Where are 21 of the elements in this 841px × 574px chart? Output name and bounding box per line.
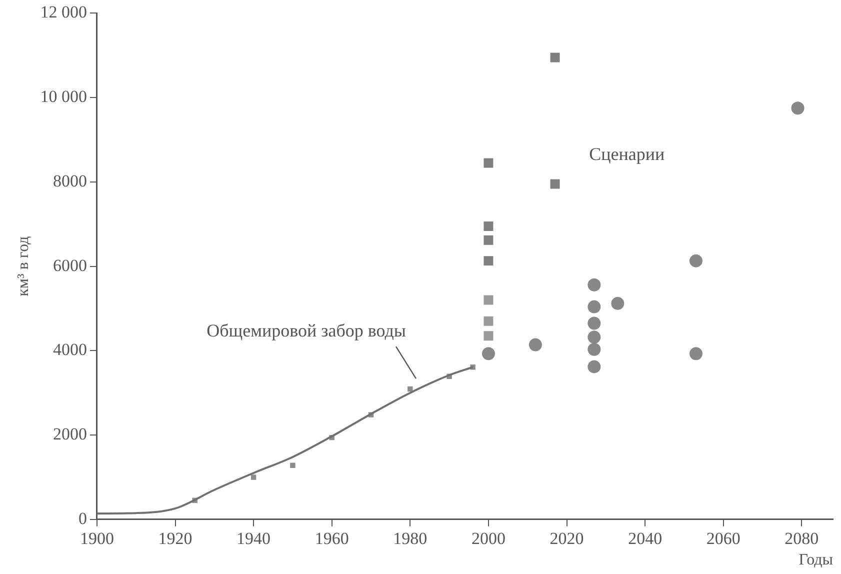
x-tick-label: 1940 xyxy=(236,529,271,548)
y-tick-label: 4000 xyxy=(52,340,87,360)
x-axis-title: Годы xyxy=(798,552,834,569)
y-axis-title: км³ в год xyxy=(14,236,32,296)
x-tick-label: 2060 xyxy=(706,529,740,548)
x-tick-label: 2020 xyxy=(550,529,584,548)
y-tick-label: 12 000 xyxy=(40,2,87,22)
x-tick-label: 1960 xyxy=(314,529,349,548)
x-tick-label: 2040 xyxy=(628,529,662,548)
annotation: Общемировой забор воды xyxy=(206,320,406,341)
y-tick-label: 8000 xyxy=(52,171,87,190)
x-tick-label: 1920 xyxy=(158,529,192,548)
y-tick-label: 10 000 xyxy=(40,87,87,106)
x-tick-label: 1980 xyxy=(393,529,428,548)
x-tick-label: 2000 xyxy=(471,529,506,548)
y-tick-label: 2000 xyxy=(52,424,87,444)
annotation: Сценарии xyxy=(589,144,666,164)
y-tick-label: 0 xyxy=(78,508,87,528)
x-tick-label: 2080 xyxy=(784,529,819,548)
y-tick-label: 6000 xyxy=(52,256,87,275)
x-tick-label: 1900 xyxy=(80,529,114,548)
